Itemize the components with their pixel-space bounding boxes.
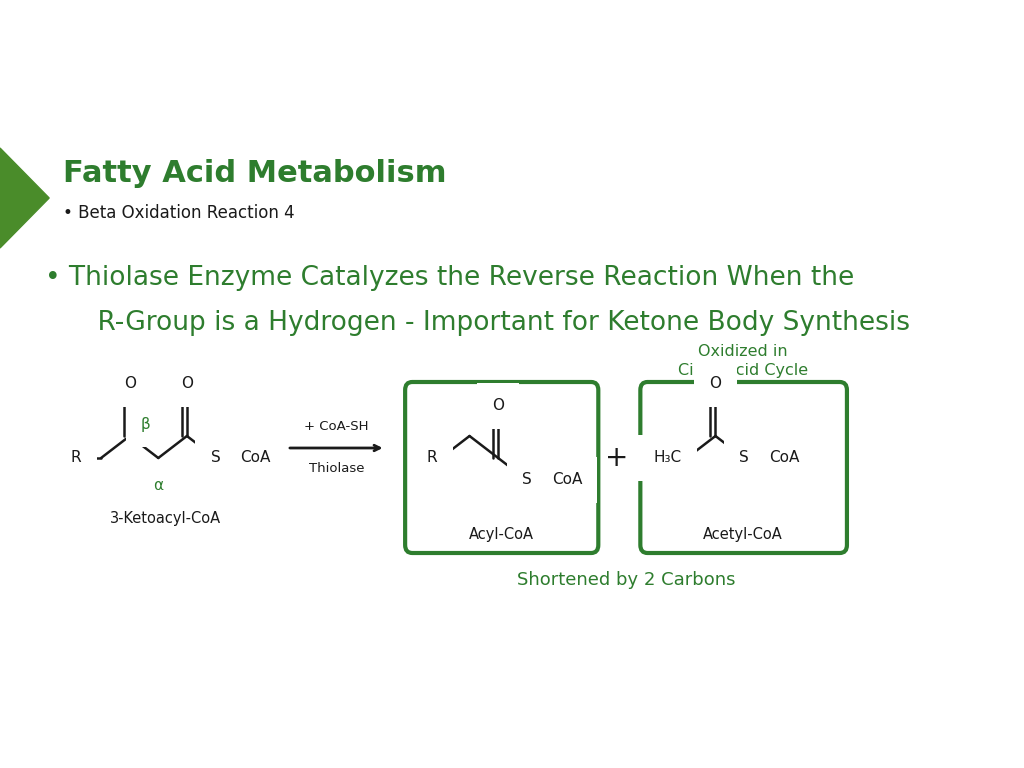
FancyBboxPatch shape [640, 382, 847, 553]
Text: CoA: CoA [769, 451, 800, 465]
FancyBboxPatch shape [406, 382, 598, 553]
Text: R: R [71, 451, 81, 465]
Text: S: S [522, 472, 531, 488]
Text: 3-Ketoacyl-CoA: 3-Ketoacyl-CoA [111, 511, 221, 525]
Text: β: β [141, 416, 151, 432]
Text: O: O [124, 376, 135, 392]
Text: O: O [181, 376, 193, 392]
Text: R-Group is a Hydrogen - Important for Ketone Body Synthesis: R-Group is a Hydrogen - Important for Ke… [65, 310, 910, 336]
Text: CoA: CoA [552, 472, 583, 488]
Text: +: + [604, 444, 628, 472]
Text: Fatty Acid Metabolism: Fatty Acid Metabolism [62, 158, 446, 187]
Text: • Thiolase Enzyme Catalyzes the Reverse Reaction When the: • Thiolase Enzyme Catalyzes the Reverse … [45, 265, 854, 291]
Text: + CoA-SH: + CoA-SH [304, 419, 369, 432]
Text: S: S [211, 451, 220, 465]
Text: Oxidized in: Oxidized in [698, 343, 788, 359]
Text: • Beta Oxidation Reaction 4: • Beta Oxidation Reaction 4 [62, 204, 294, 222]
Text: Acyl-CoA: Acyl-CoA [469, 528, 535, 542]
Text: α: α [154, 478, 164, 494]
Text: Acetyl-CoA: Acetyl-CoA [703, 528, 783, 542]
Text: CoA: CoA [241, 451, 271, 465]
Text: R: R [427, 451, 437, 465]
Text: O: O [710, 376, 722, 392]
Text: S: S [739, 451, 749, 465]
Text: Citric Acid Cycle: Citric Acid Cycle [678, 363, 808, 379]
Text: H₃C: H₃C [653, 451, 681, 465]
Polygon shape [0, 148, 49, 248]
Text: Shortened by 2 Carbons: Shortened by 2 Carbons [517, 571, 735, 589]
Text: O: O [493, 399, 504, 413]
Text: Thiolase: Thiolase [308, 462, 364, 475]
